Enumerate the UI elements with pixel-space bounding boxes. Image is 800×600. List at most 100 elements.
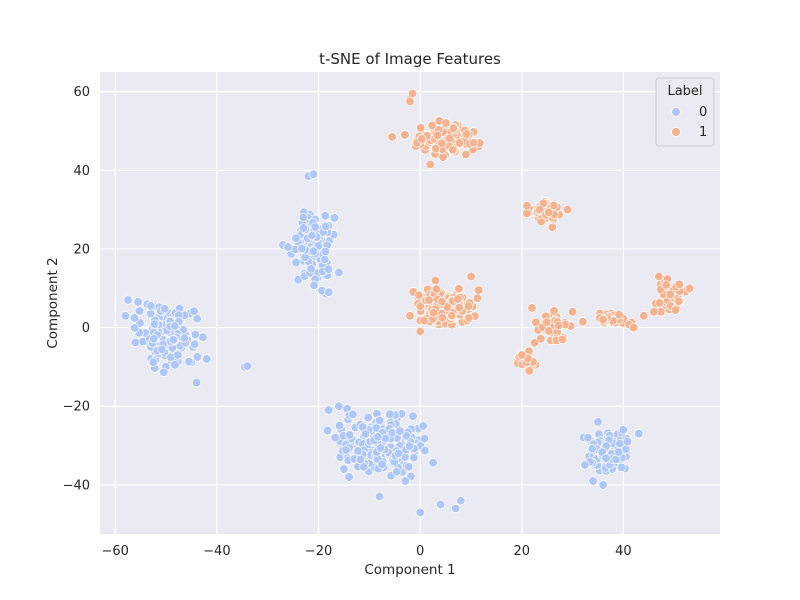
point-label-1 xyxy=(400,130,410,140)
point-label-0 xyxy=(374,491,385,502)
point-label-1 xyxy=(661,280,671,290)
x-tick-label: −60 xyxy=(102,544,129,559)
point-label-0 xyxy=(298,223,309,233)
point-label-0 xyxy=(283,242,293,252)
point-label-1 xyxy=(654,298,665,308)
point-label-0 xyxy=(353,446,363,456)
point-label-0 xyxy=(323,264,334,274)
point-label-1 xyxy=(578,317,588,327)
point-label-0 xyxy=(400,476,410,486)
point-label-1 xyxy=(464,313,474,323)
point-label-1 xyxy=(670,305,681,315)
point-label-1 xyxy=(598,315,608,325)
point-label-0 xyxy=(133,297,143,307)
x-tick-label: −20 xyxy=(305,544,332,559)
point-label-0 xyxy=(202,354,212,364)
point-label-0 xyxy=(616,462,627,473)
y-tick-label: 40 xyxy=(73,164,90,179)
point-label-0 xyxy=(173,350,183,360)
y-tick-label: 60 xyxy=(73,85,90,100)
point-label-0 xyxy=(409,452,419,463)
point-label-1 xyxy=(448,123,459,133)
point-label-0 xyxy=(123,295,133,305)
point-label-0 xyxy=(334,420,345,431)
point-label-1 xyxy=(567,307,578,317)
point-label-1 xyxy=(454,138,465,148)
point-label-0 xyxy=(339,464,349,474)
point-label-0 xyxy=(622,436,633,447)
point-label-1 xyxy=(554,320,564,331)
point-label-1 xyxy=(547,222,557,232)
point-label-0 xyxy=(363,413,373,423)
point-label-1 xyxy=(674,279,684,289)
point-label-0 xyxy=(297,243,307,254)
point-label-0 xyxy=(189,306,199,316)
point-label-0 xyxy=(298,212,309,223)
point-label-0 xyxy=(634,429,644,439)
point-label-0 xyxy=(157,344,167,354)
point-label-1 xyxy=(542,317,552,327)
point-label-1 xyxy=(415,326,425,337)
point-label-0 xyxy=(393,448,404,458)
point-label-1 xyxy=(454,303,464,313)
point-label-1 xyxy=(684,283,695,293)
point-label-0 xyxy=(456,495,466,506)
point-label-0 xyxy=(348,409,358,419)
point-label-1 xyxy=(665,289,675,300)
point-label-0 xyxy=(129,313,140,323)
point-label-0 xyxy=(291,233,301,243)
point-label-1 xyxy=(461,129,472,139)
point-label-0 xyxy=(375,443,386,453)
legend-title: Label xyxy=(667,84,702,99)
point-label-0 xyxy=(618,425,629,435)
point-label-1 xyxy=(430,275,441,286)
point-label-0 xyxy=(374,415,385,426)
x-axis-label: Component 1 xyxy=(364,562,455,578)
x-tick-label: −40 xyxy=(203,544,230,559)
point-label-1 xyxy=(527,303,537,313)
point-label-0 xyxy=(583,433,593,443)
point-label-1 xyxy=(639,311,649,321)
point-label-1 xyxy=(562,204,573,215)
legend-box xyxy=(655,77,715,147)
point-label-1 xyxy=(468,138,479,148)
point-label-0 xyxy=(451,503,461,514)
point-label-0 xyxy=(189,339,200,349)
y-tick-label: −20 xyxy=(63,400,90,415)
point-label-1 xyxy=(437,138,447,148)
point-label-0 xyxy=(385,409,395,419)
point-label-0 xyxy=(134,306,145,316)
point-label-0 xyxy=(420,446,430,456)
y-tick-label: −40 xyxy=(63,478,90,493)
y-tick-label: 20 xyxy=(73,242,90,257)
point-label-0 xyxy=(418,421,428,431)
point-label-1 xyxy=(549,306,559,316)
point-label-0 xyxy=(320,211,330,221)
x-tick-label: 0 xyxy=(416,544,424,559)
grid xyxy=(100,72,720,534)
y-axis-ticks: −40 −20 0 20 40 60 xyxy=(63,85,90,493)
point-label-0 xyxy=(360,429,371,439)
point-label-0 xyxy=(308,246,319,256)
point-label-1 xyxy=(414,290,424,300)
point-label-0 xyxy=(310,222,320,232)
point-label-0 xyxy=(380,433,391,444)
point-label-0 xyxy=(403,462,414,472)
point-label-1 xyxy=(437,297,447,307)
point-label-1 xyxy=(544,326,554,336)
point-label-0 xyxy=(598,480,608,490)
legend-marker-0 xyxy=(671,107,681,117)
x-tick-label: 20 xyxy=(514,544,531,559)
point-label-1 xyxy=(524,366,535,376)
point-label-0 xyxy=(306,264,316,274)
point-label-1 xyxy=(466,271,476,282)
point-label-0 xyxy=(344,472,354,482)
point-label-0 xyxy=(242,361,253,371)
point-label-1 xyxy=(674,296,684,306)
point-label-0 xyxy=(179,333,190,343)
point-label-1 xyxy=(444,133,455,144)
legend-label-0: 0 xyxy=(699,105,707,120)
point-label-0 xyxy=(170,321,180,331)
point-label-1 xyxy=(454,284,464,294)
point-label-1 xyxy=(522,201,532,211)
